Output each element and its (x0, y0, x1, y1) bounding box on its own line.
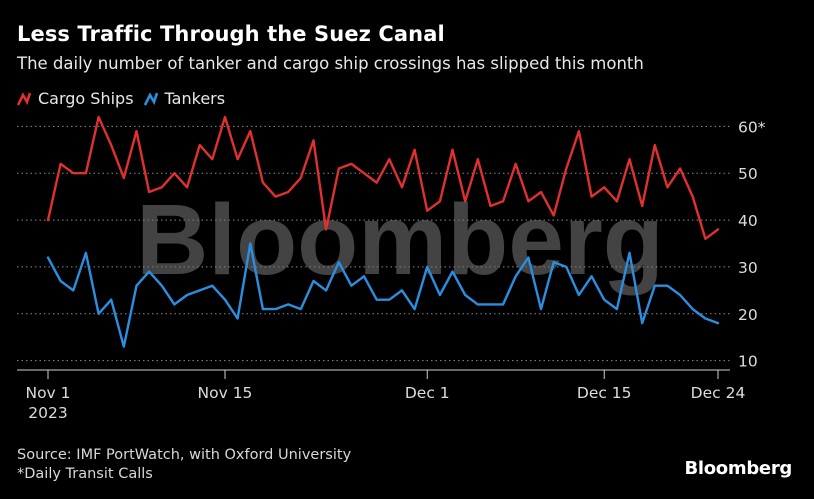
x-tick-label: Nov 1 (25, 384, 70, 402)
footer: Source: IMF PortWatch, with Oxford Unive… (17, 446, 351, 484)
cargo-ships-line (46, 115, 720, 241)
x-tick-label: Dec 24 (691, 384, 746, 402)
footnote: *Daily Transit Calls (17, 466, 153, 482)
chart-subtitle: The daily number of tanker and cargo shi… (17, 54, 644, 73)
legend-item-cargo: Cargo Ships (17, 89, 134, 108)
watermark: Bloomberg (136, 184, 664, 296)
x-tick-label: Dec 15 (577, 384, 632, 402)
series-lines (46, 115, 720, 348)
source-note: Source: IMF PortWatch, with Oxford Unive… (17, 447, 352, 463)
legend-swatch-cargo (17, 91, 31, 106)
tankers-line (46, 242, 720, 348)
x-axis-ticks: Nov 1 2023 Nov 15 Dec 1 Dec 15 Dec 24 (25, 370, 745, 422)
legend-item-tankers: Tankers (143, 89, 226, 108)
legend-label-cargo: Cargo Ships (38, 89, 134, 108)
x-tick-sublabel: 2023 (28, 404, 67, 422)
y-tick-label: 20 (738, 306, 758, 324)
x-tick-label: Nov 15 (198, 384, 253, 402)
y-tick-label: 30 (738, 259, 758, 277)
y-tick-label: 40 (738, 212, 758, 230)
y-tick-label: 60* (738, 118, 766, 136)
legend-swatch-tankers (143, 91, 158, 106)
y-axis-ticks: 10 20 30 40 50 60* (738, 118, 766, 370)
legend-label-tankers: Tankers (164, 89, 226, 108)
grid-lines (17, 125, 730, 371)
y-tick-label: 10 (738, 353, 758, 371)
chart-title: Less Traffic Through the Suez Canal (17, 22, 445, 46)
brand-logo: Bloomberg (684, 458, 792, 479)
legend: Cargo Ships Tankers (17, 89, 235, 108)
x-tick-label: Dec 1 (405, 384, 450, 402)
y-tick-label: 50 (738, 165, 758, 183)
